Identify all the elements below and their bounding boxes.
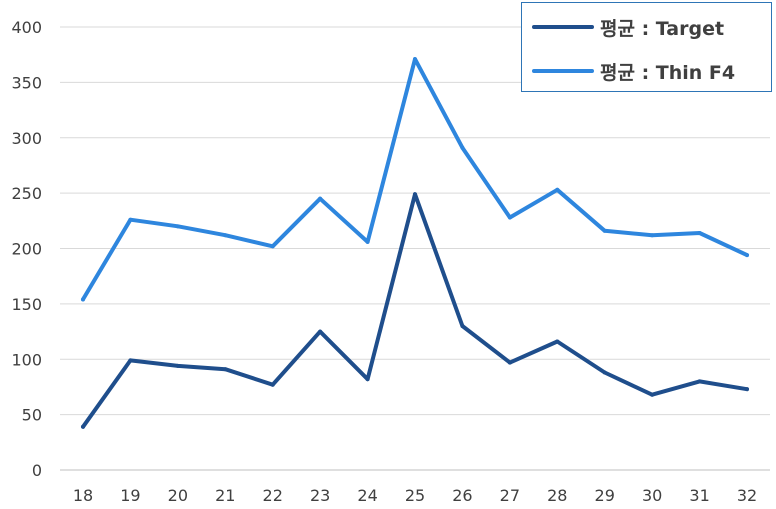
data-point xyxy=(697,230,702,235)
data-point xyxy=(223,233,228,238)
data-point xyxy=(602,370,607,375)
y-tick-label: 400 xyxy=(11,18,42,37)
data-point xyxy=(413,57,417,62)
data-point xyxy=(507,215,512,220)
series-line-1 xyxy=(81,57,749,302)
x-tick-label: 25 xyxy=(405,486,425,505)
y-tick-label: 250 xyxy=(11,184,42,203)
data-point xyxy=(745,253,749,258)
x-tick-label: 19 xyxy=(120,486,140,505)
data-point xyxy=(270,382,275,387)
x-tick-label: 31 xyxy=(689,486,709,505)
data-point xyxy=(555,187,560,192)
data-point xyxy=(745,387,749,392)
legend-label-thin-f4: 평균 : Thin F4 xyxy=(600,61,736,84)
x-tick-label: 23 xyxy=(310,486,330,505)
data-point xyxy=(413,192,417,197)
y-tick-label: 300 xyxy=(11,129,42,148)
y-tick-label: 200 xyxy=(11,240,42,259)
legend: 평균 : Target 평균 : Thin F4 xyxy=(521,2,772,92)
data-point xyxy=(555,339,560,344)
y-tick-label: 350 xyxy=(11,73,42,92)
x-tick-label: 32 xyxy=(737,486,757,505)
x-axis-ticks: 18 19 20 21 22 23 24 25 26 27 28 29 30 31 32 xyxy=(73,486,757,505)
data-point xyxy=(365,377,370,382)
legend-swatch-target xyxy=(532,25,594,29)
x-tick-label: 21 xyxy=(215,486,235,505)
x-tick-label: 26 xyxy=(452,486,472,505)
legend-item-target: 평균 : Target xyxy=(532,16,725,40)
y-tick-label: 100 xyxy=(11,350,42,369)
data-point xyxy=(128,217,133,222)
data-point xyxy=(175,363,180,368)
data-point xyxy=(175,224,180,229)
data-point xyxy=(365,239,370,244)
x-tick-label: 24 xyxy=(357,486,377,505)
data-point xyxy=(223,367,228,372)
legend-swatch-thin-f4 xyxy=(532,69,594,73)
gridlines xyxy=(60,26,770,471)
data-point xyxy=(650,392,655,397)
data-point xyxy=(318,196,323,201)
data-point xyxy=(602,228,607,233)
data-point xyxy=(270,244,275,249)
x-tick-label: 28 xyxy=(547,486,567,505)
data-point xyxy=(81,424,85,429)
x-tick-label: 22 xyxy=(263,486,283,505)
data-point xyxy=(81,297,85,302)
y-tick-label: 150 xyxy=(11,295,42,314)
data-point xyxy=(318,329,323,334)
legend-label-target: 평균 : Target xyxy=(600,17,725,40)
y-tick-label: 50 xyxy=(22,406,42,425)
y-axis-ticks: 0 50 100 150 200 250 300 350 400 xyxy=(11,18,42,480)
data-point xyxy=(697,379,702,384)
y-tick-label: 0 xyxy=(32,461,42,480)
x-tick-label: 20 xyxy=(168,486,188,505)
x-tick-label: 18 xyxy=(73,486,93,505)
x-tick-label: 30 xyxy=(642,486,662,505)
data-point xyxy=(650,233,655,238)
data-point xyxy=(128,358,133,363)
data-point xyxy=(460,324,465,329)
x-tick-label: 29 xyxy=(595,486,615,505)
data-point xyxy=(507,360,512,365)
data-point xyxy=(460,145,465,150)
series-lines xyxy=(81,57,749,429)
x-tick-label: 27 xyxy=(500,486,520,505)
legend-item-thin-f4: 평균 : Thin F4 xyxy=(532,60,736,84)
